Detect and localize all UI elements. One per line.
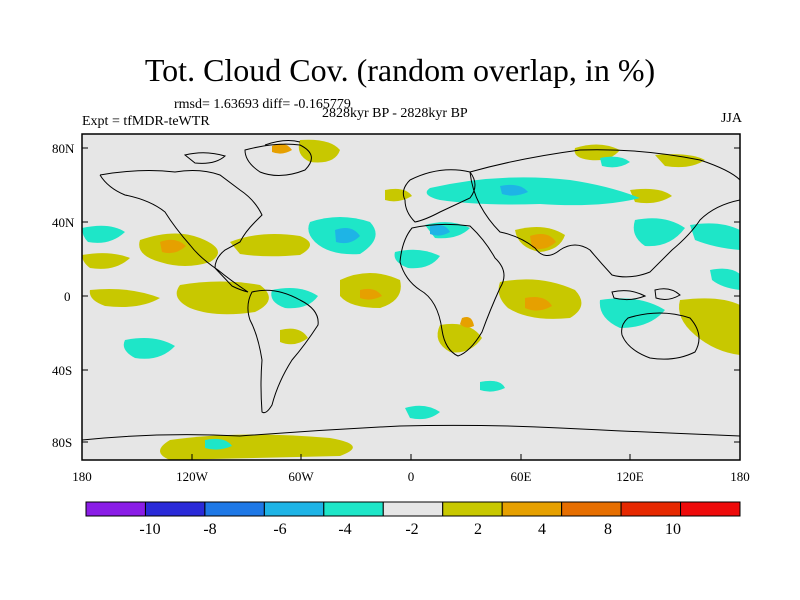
lon-label: 180: [72, 469, 92, 484]
colorbar-bin: [263, 501, 325, 517]
colorbar-bin: [85, 501, 146, 517]
lon-label: 60W: [288, 469, 314, 484]
strong-negative-regions: [335, 184, 528, 244]
colorbar-label: 2: [474, 521, 482, 538]
negative-anomaly-regions: [82, 156, 740, 450]
colorbar-label: -8: [203, 521, 216, 538]
longitude-labels: 180 120W 60W 0 60E 120E 180: [72, 469, 750, 484]
lat-label: 80N: [52, 141, 75, 156]
lat-label: 40N: [52, 215, 75, 230]
coastlines: [82, 140, 740, 441]
map-title: Tot. Cloud Cov. (random overlap, in %): [144, 52, 656, 88]
colorbar-bin: [680, 501, 741, 517]
colorbar-bin: [561, 501, 622, 517]
stats-label: rmsd= 1.63693 diff= -0.165779: [174, 97, 351, 112]
lon-label: 0: [408, 469, 415, 484]
colorbar-label: -10: [139, 521, 160, 538]
latitude-labels: 80N 40N 0 40S 80S: [52, 141, 75, 450]
colorbar-bin: [442, 501, 503, 517]
lat-label: 0: [64, 289, 71, 304]
colorbar-label: -4: [338, 521, 351, 538]
colorbar-bin: [501, 501, 563, 517]
axis-ticks: [81, 147, 741, 460]
colorbar-label: -2: [405, 521, 418, 538]
colorbar-bin: [382, 501, 444, 517]
strong-positive-regions: [160, 143, 556, 328]
colorbar-label: -6: [273, 521, 286, 538]
lon-label: 120W: [176, 469, 209, 484]
lon-label: 180: [730, 469, 750, 484]
anomaly-field: [82, 139, 740, 460]
colorbar-labels: -10 -8 -6 -4 -2 2 4 8 10: [139, 521, 681, 538]
colorbar: [85, 501, 741, 517]
season-label: JJA: [720, 111, 742, 126]
colorbar-label: 4: [538, 521, 546, 538]
colorbar-bin: [144, 501, 206, 517]
lon-label: 120E: [616, 469, 644, 484]
colorbar-bin: [204, 501, 265, 517]
period-label: 2828kyr BP - 2828kyr BP: [322, 106, 468, 121]
lat-label: 40S: [52, 363, 72, 378]
experiment-label: Expt = tfMDR-teWTR: [82, 114, 210, 129]
lon-label: 60E: [511, 469, 532, 484]
colorbar-label: 8: [604, 521, 612, 538]
colorbar-label: 10: [665, 521, 681, 538]
colorbar-bin: [323, 501, 384, 517]
colorbar-bin: [620, 501, 682, 517]
lat-label: 80S: [52, 435, 72, 450]
